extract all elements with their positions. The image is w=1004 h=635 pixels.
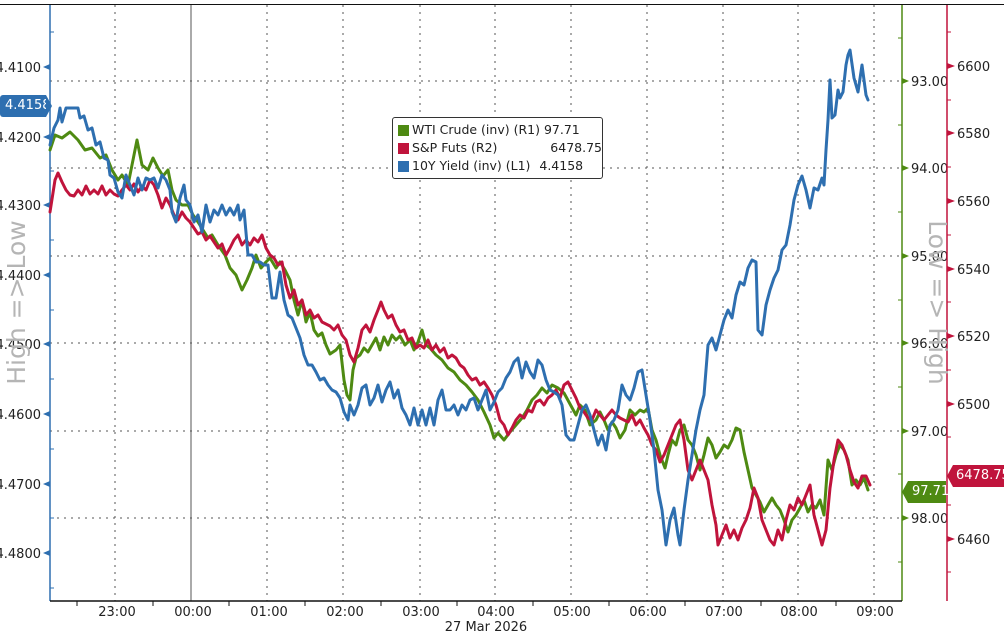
wti-crude-line [48, 130, 870, 534]
swatch-icon [398, 142, 409, 154]
legend-value: 4.4158 [539, 158, 584, 173]
date-label: 27 Mar 2026 [445, 620, 527, 635]
r1-tick: 97.00 [911, 425, 948, 440]
r1-tick: 96.00 [911, 337, 948, 352]
legend-value: 6478.75 [550, 140, 602, 155]
x-tick: 04:00 [477, 605, 514, 620]
x-tick: 01:00 [250, 605, 287, 620]
swatch-icon [398, 124, 409, 136]
left-tick: 4.4200 [0, 131, 41, 146]
left-axis: 4.4100 4.4200 4.4300 4.4400 4.4500 4.460… [0, 5, 54, 601]
legend-item-wti: WTI Crude (inv) (R1) 97.71 [398, 121, 602, 139]
r2-tick: 6600 [957, 60, 990, 75]
sp-last-value-tag: 6478.75 [947, 465, 1004, 487]
r1-tick: 98.00 [911, 512, 948, 527]
gridlines [50, 5, 902, 601]
legend: WTI Crude (inv) (R1) 97.71 S&P Futs (R2)… [392, 117, 603, 179]
r1-tick: 93.00 [911, 75, 948, 90]
r2-tick: 6520 [957, 330, 990, 345]
r1-tick: 95.00 [911, 250, 948, 265]
r2-tick: 6460 [957, 533, 990, 548]
r1-tick: 94.00 [911, 162, 948, 177]
series-lines [48, 48, 872, 547]
right2-axis: 6600 6580 6560 6540 6520 6500 6460 [946, 5, 990, 601]
sp-futs-line [48, 171, 872, 547]
x-axis: 23:00 00:00 01:00 02:00 03:00 04:00 05:0… [50, 600, 902, 635]
legend-label: 10Y Yield (inv) (L1) [412, 158, 531, 173]
r2-tick: 6540 [957, 263, 990, 278]
legend-value: 97.71 [543, 122, 580, 137]
left-tick: 4.4100 [0, 61, 41, 76]
legend-item-sp: S&P Futs (R2) 6478.75 [398, 139, 602, 157]
wti-last-value-tag: 97.71 [902, 481, 949, 503]
left-tick: 4.4700 [0, 478, 41, 493]
left-tick: 4.4500 [0, 338, 41, 353]
x-tick: 02:00 [326, 605, 363, 620]
x-tick: 09:00 [856, 605, 893, 620]
legend-label: WTI Crude (inv) (R1) [412, 122, 540, 137]
x-tick: 00:00 [174, 605, 211, 620]
10y-yield-line [48, 48, 870, 547]
yield-last-value-tag: 4.4158 [0, 95, 52, 117]
x-tick: 23:00 [98, 605, 135, 620]
left-tick: 4.4800 [0, 547, 41, 562]
x-tick: 08:00 [780, 605, 817, 620]
r2-tick: 6580 [957, 127, 990, 142]
swatch-icon [398, 160, 409, 172]
right-axis-direction-label: Low => High [923, 220, 952, 385]
left-axis-direction-label: High => Low [2, 220, 31, 385]
x-tick: 07:00 [705, 605, 742, 620]
x-tick: 05:00 [553, 605, 590, 620]
r2-tick: 6500 [957, 398, 990, 413]
x-tick: 06:00 [629, 605, 666, 620]
left-tick: 4.4300 [0, 199, 41, 214]
x-tick: 03:00 [402, 605, 439, 620]
legend-item-yield: 10Y Yield (inv) (L1) 4.4158 [398, 157, 602, 175]
left-tick: 4.4600 [0, 408, 41, 423]
toolbar-strip [0, 0, 1004, 5]
r2-tick: 6560 [957, 195, 990, 210]
left-tick: 4.4400 [0, 269, 41, 284]
legend-label: S&P Futs (R2) [412, 140, 498, 155]
